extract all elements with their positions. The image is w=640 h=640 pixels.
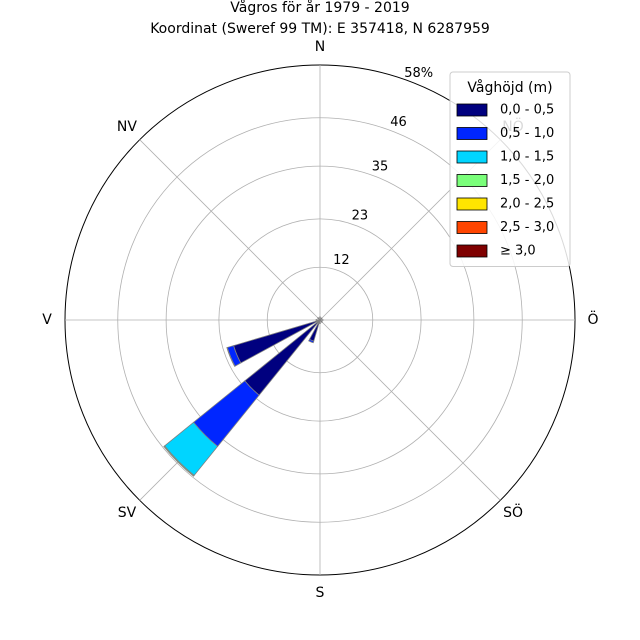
legend-label: 2,0 - 2,5 [500, 197, 554, 212]
legend-swatch [456, 103, 488, 117]
chart-subtitle: Koordinat (Sweref 99 TM): E 357418, N 62… [150, 21, 490, 37]
radial-tick-label: 23 [352, 208, 369, 223]
radial-tick-label: 58% [404, 66, 433, 81]
bar-vsv-bin-2 [226, 346, 236, 367]
polar-grid [64, 64, 576, 576]
bar-sö-bin-1 [321, 321, 323, 323]
direction-label-3: SÖ [503, 503, 523, 521]
legend-swatch [456, 197, 488, 211]
legend-label: 1,0 - 1,5 [500, 150, 554, 165]
legend-label: ≥ 3,0 [500, 244, 536, 259]
direction-label-7: NV [117, 119, 137, 135]
legend: Våghöjd (m) 0,0 - 0,5 0,5 - 1,0 1,0 - 1,5 1,… [449, 71, 571, 267]
legend-box [449, 71, 571, 267]
bar-ssv-bin-1 [308, 338, 315, 344]
direction-label-5: SV [118, 505, 137, 521]
direction-label-6: V [42, 312, 52, 328]
rose-bars [163, 316, 324, 477]
bar-sv-bin-3 [163, 445, 195, 477]
legend-swatch [456, 221, 488, 234]
legend-swatch [456, 150, 488, 164]
legend-label: 1,5 - 2,0 [500, 173, 554, 188]
legend-swatch [456, 174, 488, 187]
bar-nv-bin-1 [317, 317, 319, 319]
radial-tick-label: 46 [390, 115, 407, 130]
radial-tick-labels: 12 23 35 46 58% [333, 66, 433, 268]
bar-nö-bin-1 [320, 317, 323, 320]
grid-spoke [319, 319, 501, 501]
direction-label-0: N [315, 39, 325, 55]
legend-swatch [456, 244, 488, 258]
legend-label: 2,5 - 3,0 [500, 220, 554, 235]
legend-title: Våghöjd (m) [467, 79, 552, 96]
radial-tick-label: 12 [333, 253, 350, 268]
grid-spoke [139, 139, 321, 321]
chart-title: Vågros för år 1979 - 2019 [230, 0, 409, 16]
legend-label: 0,0 - 0,5 [500, 103, 554, 118]
legend-swatch [456, 127, 488, 140]
direction-label-2: Ö [587, 310, 598, 328]
radial-tick-label: 35 [372, 160, 389, 175]
legend-label: 0,5 - 1,0 [500, 126, 554, 141]
direction-label-4: S [316, 585, 325, 601]
